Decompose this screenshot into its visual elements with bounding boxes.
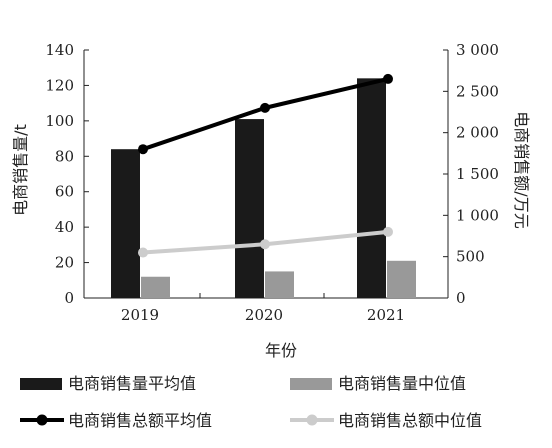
legend: 电商销售量平均值 电商销售量中位值 电商销售总额平均值 电商销售总额中位值 — [20, 374, 482, 430]
right-tick-label: 1 500 — [456, 165, 499, 183]
line-sales-total-mean — [142, 76, 389, 152]
legend-marker-line-median — [306, 414, 318, 426]
bar-sales-volume-mean — [235, 119, 264, 298]
right-tick-label: 3 000 — [456, 41, 499, 59]
left-tick-label: 80 — [55, 147, 74, 165]
x-axis-title: 年份 — [265, 341, 297, 360]
left-tick-label: 100 — [45, 112, 74, 130]
point-sales-total-median — [383, 226, 393, 237]
right-tick-label: 0 — [456, 289, 466, 307]
x-tick-label: 2020 — [245, 306, 283, 324]
right-tick-label: 500 — [456, 248, 485, 266]
left-tick-label: 40 — [55, 218, 74, 236]
legend-marker-line-mean — [36, 414, 48, 426]
bar-sales-volume-median — [387, 260, 416, 298]
legend-label-bar-median: 电商销售量中位值 — [338, 374, 466, 393]
legend-label-line-mean: 电商销售总额平均值 — [68, 411, 212, 430]
lines — [138, 73, 393, 258]
bar-sales-volume-median — [265, 271, 294, 298]
x-tick-label: 2021 — [367, 306, 405, 324]
left-axis-title: 电商销售量/t — [11, 124, 30, 216]
left-tick-label: 140 — [45, 41, 74, 59]
legend-label-line-median: 电商销售总额中位值 — [338, 411, 482, 430]
left-tick-label: 120 — [45, 76, 74, 94]
legend-swatch-bar-mean — [20, 378, 62, 390]
legend-label-bar-mean: 电商销售量平均值 — [68, 374, 196, 393]
left-tick-label: 0 — [64, 289, 74, 307]
bars — [111, 78, 416, 298]
tick-labels: 0 20 40 60 80 100 120 140 0 500 1 000 1 500 2 000 2 5… — [45, 41, 499, 324]
legend-swatch-bar-median — [290, 378, 332, 390]
right-tick-label: 1 000 — [456, 206, 499, 224]
point-sales-total-mean — [260, 102, 270, 113]
bar-sales-volume-median — [141, 276, 170, 298]
right-axis-title: 电商销售额/万元 — [512, 111, 531, 228]
point-sales-total-median — [260, 239, 270, 250]
point-sales-total-mean — [383, 73, 393, 84]
right-tick-label: 2 000 — [456, 124, 499, 142]
right-tick-label: 2 500 — [456, 82, 499, 100]
bar-sales-volume-mean — [357, 78, 386, 298]
bar-sales-volume-mean — [111, 149, 140, 298]
left-tick-label: 20 — [55, 254, 74, 272]
left-tick-label: 60 — [55, 183, 74, 201]
x-tick-label: 2019 — [121, 306, 159, 324]
point-sales-total-mean — [138, 144, 148, 155]
point-sales-total-median — [138, 247, 148, 258]
